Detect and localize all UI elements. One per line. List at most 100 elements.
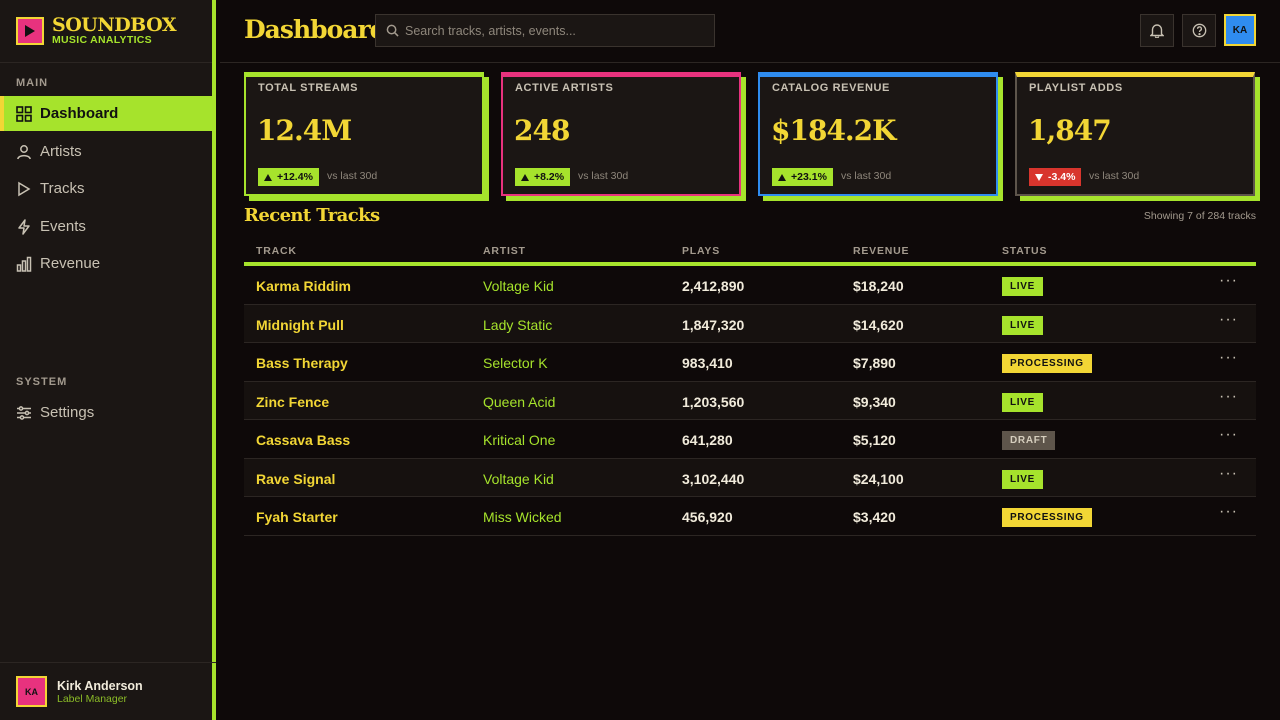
sidebar-item-label: Tracks bbox=[40, 180, 85, 197]
stat-card-catalog-revenue[interactable]: CATALOG REVENUE $184.2K +23.1% vs last 3… bbox=[758, 72, 1003, 201]
bell-icon bbox=[1150, 24, 1164, 38]
status-badge: LIVE bbox=[1002, 315, 1044, 335]
artist-name[interactable]: Lady Static bbox=[483, 316, 553, 333]
table-body: Karma Riddim Voltage Kid 2,412,890 $18,240 L… bbox=[244, 266, 1256, 536]
revenue-value: $3,420 bbox=[853, 509, 896, 525]
status-badge: LIVE bbox=[1002, 277, 1044, 296]
tracks-table: TRACK ARTIST PLAYS REVENUE STATUS Karma … bbox=[244, 236, 1256, 536]
table-header: TRACK ARTIST PLAYS REVENUE STATUS bbox=[244, 236, 1256, 266]
more-options-icon[interactable]: ··· bbox=[1219, 426, 1238, 443]
stat-delta-badge: +8.2% bbox=[515, 168, 571, 186]
header-avatar[interactable]: KA bbox=[1224, 14, 1256, 46]
stat-card-active-artists[interactable]: ACTIVE ARTISTS 248 +8.2% vs last 30d bbox=[501, 72, 746, 201]
sidebar-item-artists[interactable]: Artists bbox=[0, 134, 216, 169]
brand[interactable]: SOUNDBOX MUSIC ANALYTICS bbox=[0, 0, 212, 63]
artist-name[interactable]: Miss Wicked bbox=[483, 509, 562, 525]
revenue-value: $7,890 bbox=[853, 355, 896, 371]
table-row[interactable]: Fyah Starter Miss Wicked 456,920 $3,420 PROC… bbox=[244, 497, 1256, 536]
avatar: KA bbox=[16, 676, 47, 707]
status-badge: PROCESSING bbox=[1002, 508, 1092, 527]
artist-name[interactable]: Selector K bbox=[483, 355, 548, 371]
track-title[interactable]: Rave Signal bbox=[256, 470, 336, 487]
card-frame bbox=[501, 72, 741, 196]
sidebar-item-settings[interactable]: Settings bbox=[0, 395, 216, 430]
column-header-track[interactable]: TRACK bbox=[256, 245, 297, 257]
table-row[interactable]: Midnight Pull Lady Static 1,847,320 $14,620… bbox=[244, 304, 1256, 343]
plays-value: 1,847,320 bbox=[682, 316, 745, 333]
brand-subtitle: MUSIC ANALYTICS bbox=[52, 34, 152, 46]
column-header-revenue[interactable]: REVENUE bbox=[853, 245, 910, 257]
stat-value: 1,847 bbox=[1028, 114, 1112, 147]
card-frame bbox=[1015, 72, 1255, 196]
arrow-up-icon bbox=[778, 173, 786, 181]
revenue-value: $14,620 bbox=[853, 316, 904, 333]
column-header-status[interactable]: STATUS bbox=[1002, 245, 1048, 257]
sidebar-item-revenue[interactable]: Revenue bbox=[0, 246, 216, 281]
bar-chart-icon bbox=[16, 256, 32, 272]
more-options-icon[interactable]: ··· bbox=[1219, 387, 1238, 405]
play-icon bbox=[18, 181, 31, 196]
track-title[interactable]: Cassava Bass bbox=[256, 432, 351, 448]
brand-logo-icon bbox=[16, 17, 44, 45]
table-count: Showing 7 of 284 tracks bbox=[1143, 210, 1256, 222]
page-title: Dashboard bbox=[244, 15, 387, 44]
help-button[interactable] bbox=[1182, 14, 1216, 47]
table-row[interactable]: Bass Therapy Selector K 983,410 $7,890 PROCE… bbox=[244, 343, 1256, 382]
stat-delta-badge: +23.1% bbox=[772, 168, 833, 186]
arrow-down-icon bbox=[1035, 173, 1043, 181]
more-options-icon[interactable]: ··· bbox=[1219, 349, 1238, 366]
sidebar-item-tracks[interactable]: Tracks bbox=[0, 171, 216, 206]
more-options-icon[interactable]: ··· bbox=[1219, 464, 1238, 482]
stat-value: $184.2K bbox=[771, 114, 896, 147]
stat-delta: -3.4% bbox=[1048, 171, 1076, 183]
table-row[interactable]: Cassava Bass Kritical One 641,280 $5,120 DRA… bbox=[244, 420, 1256, 459]
stat-card-total-streams[interactable]: TOTAL STREAMS 12.4M +12.4% vs last 30d bbox=[244, 72, 489, 201]
search-input[interactable] bbox=[405, 23, 695, 38]
track-title[interactable]: Midnight Pull bbox=[256, 316, 344, 333]
notifications-button[interactable] bbox=[1140, 14, 1174, 47]
table-row[interactable]: Rave Signal Voltage Kid 3,102,440 $24,100 LI… bbox=[244, 458, 1256, 497]
stat-delta-badge: -3.4% bbox=[1029, 168, 1082, 186]
track-title[interactable]: Zinc Fence bbox=[256, 393, 330, 410]
track-title[interactable]: Fyah Starter bbox=[256, 509, 338, 525]
arrow-up-icon bbox=[264, 173, 272, 181]
plays-value: 456,920 bbox=[682, 509, 733, 525]
column-header-artist[interactable]: ARTIST bbox=[483, 245, 526, 257]
user-role: Label Manager bbox=[57, 692, 128, 705]
revenue-value: $9,340 bbox=[853, 393, 896, 410]
stat-card-playlist-adds[interactable]: PLAYLIST ADDS 1,847 -3.4% vs last 30d bbox=[1015, 72, 1260, 201]
revenue-value: $5,120 bbox=[853, 432, 896, 448]
track-title[interactable]: Bass Therapy bbox=[256, 355, 348, 371]
plays-value: 2,412,890 bbox=[682, 278, 745, 294]
revenue-value: $24,100 bbox=[853, 470, 904, 487]
more-options-icon[interactable]: ··· bbox=[1219, 503, 1238, 520]
arrow-up-icon bbox=[521, 173, 529, 181]
more-options-icon[interactable]: ··· bbox=[1219, 272, 1238, 289]
sidebar-item-events[interactable]: Events bbox=[0, 209, 216, 244]
user-icon bbox=[17, 144, 31, 159]
sidebar-item-label: Artists bbox=[40, 143, 82, 160]
sidebar: SOUNDBOX MUSIC ANALYTICS MAIN Dashboard … bbox=[0, 0, 216, 720]
artist-name[interactable]: Kritical One bbox=[483, 432, 556, 448]
artist-name[interactable]: Voltage Kid bbox=[483, 278, 554, 294]
stat-label: PLAYLIST ADDS bbox=[1029, 82, 1123, 94]
sidebar-item-dashboard[interactable]: Dashboard bbox=[0, 96, 216, 131]
sidebar-item-label: Events bbox=[40, 218, 86, 235]
track-title[interactable]: Karma Riddim bbox=[256, 278, 351, 294]
stat-compare: vs last 30d bbox=[841, 170, 892, 182]
artist-name[interactable]: Queen Acid bbox=[483, 393, 556, 410]
stat-delta: +12.4% bbox=[277, 171, 313, 183]
table-row[interactable]: Karma Riddim Voltage Kid 2,412,890 $18,240 L… bbox=[244, 266, 1256, 305]
artist-name[interactable]: Voltage Kid bbox=[483, 470, 554, 487]
search-box[interactable] bbox=[375, 14, 715, 47]
column-header-plays[interactable]: PLAYS bbox=[682, 245, 721, 257]
more-options-icon[interactable]: ··· bbox=[1219, 310, 1238, 328]
table-row[interactable]: Zinc Fence Queen Acid 1,203,560 $9,340 LIVE ·… bbox=[244, 381, 1256, 420]
plays-value: 641,280 bbox=[682, 432, 733, 448]
plays-value: 3,102,440 bbox=[682, 470, 745, 487]
help-icon bbox=[1192, 23, 1206, 38]
user-name: Kirk Anderson bbox=[57, 678, 143, 693]
stat-value: 12.4M bbox=[257, 114, 352, 147]
nav-section-system: SYSTEM bbox=[16, 376, 68, 388]
user-profile[interactable]: KA Kirk Anderson Label Manager bbox=[0, 662, 216, 720]
